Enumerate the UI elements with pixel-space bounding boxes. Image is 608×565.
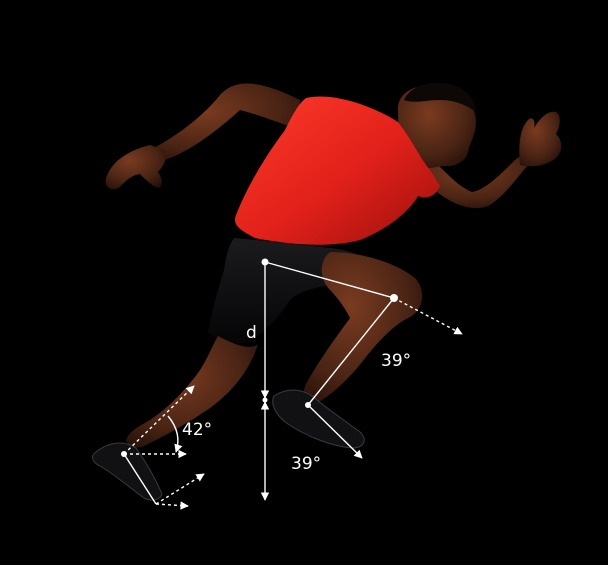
knee-marker xyxy=(390,294,398,302)
knee-ankle-line xyxy=(307,297,395,406)
right-arm xyxy=(420,111,562,209)
foot-line xyxy=(123,453,157,505)
foot-horizontal xyxy=(155,501,189,510)
d-midpoint-marker xyxy=(262,397,268,403)
head xyxy=(397,82,476,169)
biomechanics-annotations xyxy=(123,261,463,510)
front-leg xyxy=(304,252,423,406)
foot-direction-arrow xyxy=(307,404,363,459)
hip-marker xyxy=(261,258,269,266)
front-ankle-marker xyxy=(305,402,311,408)
left-hand xyxy=(105,145,166,190)
right-hand xyxy=(519,111,562,167)
ankle-angle-arc xyxy=(167,415,183,453)
hip-knee-line xyxy=(264,261,395,299)
ankle-diagonal xyxy=(123,385,195,455)
knee-angle-label: 39° xyxy=(381,351,412,371)
back-ankle-marker xyxy=(121,451,127,457)
foot-angle-label: 39° xyxy=(291,454,322,474)
front-shoe xyxy=(272,389,365,449)
left-arm xyxy=(105,83,300,190)
ankle-angle-label: 42° xyxy=(182,420,213,440)
joint-markers xyxy=(121,258,398,457)
distance-label: d xyxy=(246,323,257,343)
knee-direction-arrow xyxy=(393,297,463,335)
red-shirt xyxy=(234,96,440,245)
